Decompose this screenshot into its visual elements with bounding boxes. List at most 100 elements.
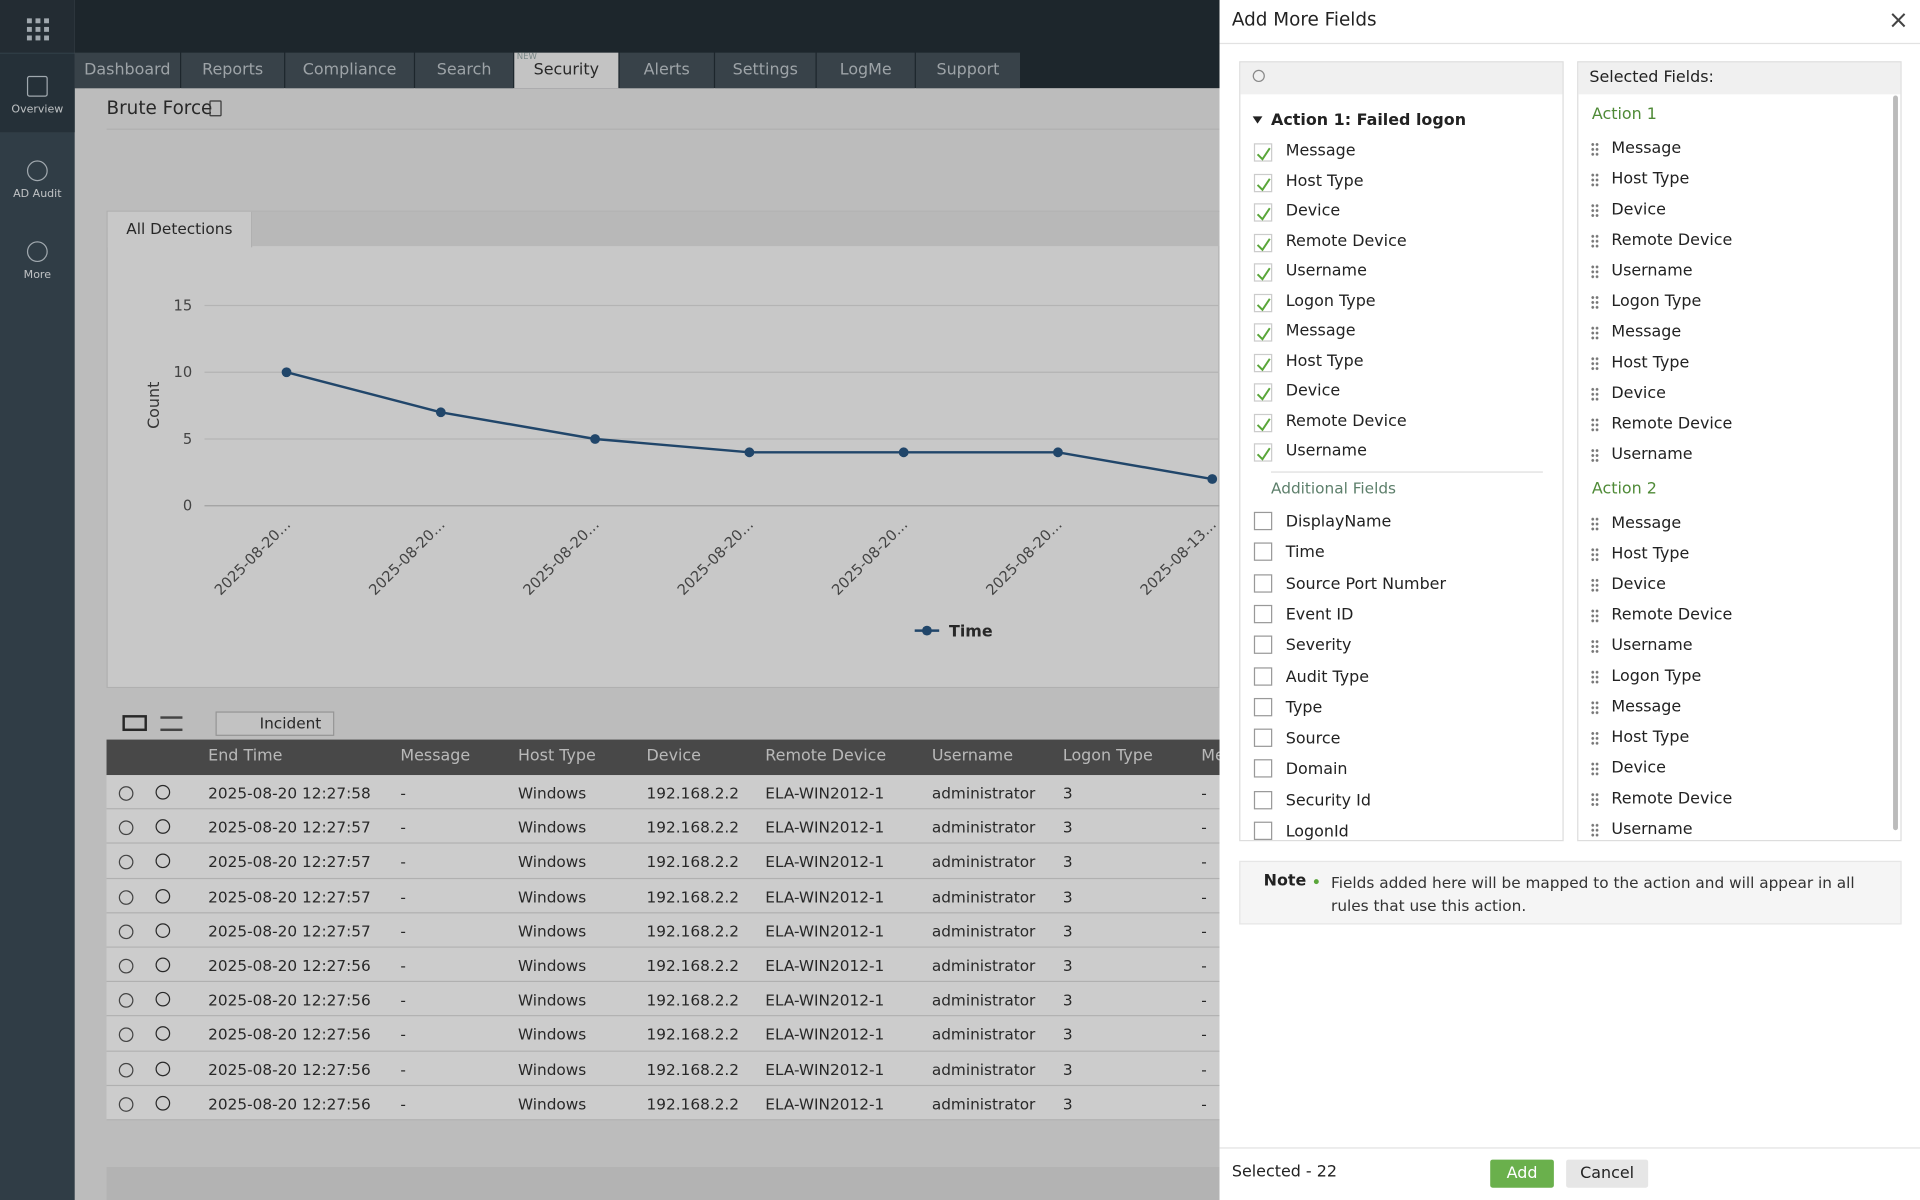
checkbox-checked[interactable]	[1253, 203, 1273, 222]
drag-handle[interactable]	[1590, 700, 1600, 715]
field-label[interactable]: Audit Type	[1285, 667, 1370, 687]
zoom-icon[interactable]	[155, 784, 171, 800]
field-label[interactable]: Security Id	[1285, 791, 1371, 811]
incident-icon[interactable]	[118, 958, 134, 974]
incident-icon[interactable]	[118, 1027, 134, 1043]
drag-handle[interactable]	[1590, 356, 1600, 371]
nav-tab[interactable]: Search	[415, 52, 514, 89]
field-label[interactable]: Host Type	[1285, 172, 1364, 191]
incident-icon[interactable]	[118, 924, 134, 939]
view-tab[interactable]: All Detections	[107, 211, 253, 248]
zoom-icon[interactable]	[155, 1026, 171, 1042]
grid-view-button[interactable]	[122, 715, 147, 732]
field-label[interactable]: Logon Type	[1285, 292, 1376, 311]
zoom-icon[interactable]	[155, 992, 171, 1007]
checkbox[interactable]	[1253, 728, 1273, 748]
drag-handle[interactable]	[1590, 264, 1600, 279]
nav-item[interactable]: AD Audit	[13, 188, 62, 201]
drag-handle[interactable]	[1590, 448, 1600, 463]
field-label[interactable]: Message	[1285, 142, 1356, 161]
apps-menu[interactable]	[0, 0, 75, 53]
drag-handle[interactable]	[1590, 761, 1600, 777]
zoom-icon[interactable]	[155, 1095, 171, 1111]
checkbox[interactable]	[1253, 697, 1273, 717]
field-label[interactable]: Device	[1285, 382, 1341, 401]
drag-handle[interactable]	[1590, 325, 1600, 341]
drag-handle[interactable]	[1590, 516, 1600, 531]
incident-icon[interactable]	[118, 786, 134, 801]
incident-icon[interactable]	[118, 1096, 134, 1112]
drag-handle[interactable]	[1590, 417, 1600, 433]
nav-tab[interactable]: Alerts	[619, 52, 714, 89]
field-label[interactable]: Username	[1285, 262, 1367, 281]
zoom-icon[interactable]	[155, 923, 171, 938]
field-label[interactable]: Domain	[1285, 760, 1348, 780]
field-label[interactable]: Time	[1285, 544, 1325, 563]
checkbox-checked[interactable]	[1253, 143, 1273, 162]
checkbox-checked[interactable]	[1253, 233, 1273, 252]
nav-tab[interactable]: Support	[915, 52, 1021, 89]
drag-handle[interactable]	[1590, 386, 1600, 402]
incident-icon[interactable]	[118, 820, 134, 836]
checkbox[interactable]	[1253, 542, 1273, 562]
drag-handle[interactable]	[1590, 141, 1600, 157]
checkbox-checked[interactable]	[1253, 353, 1273, 372]
drag-handle[interactable]	[1590, 608, 1600, 623]
drag-handle[interactable]	[1590, 669, 1600, 685]
checkbox[interactable]	[1253, 759, 1273, 779]
drag-handle[interactable]	[1590, 730, 1600, 746]
zoom-icon[interactable]	[155, 957, 171, 973]
field-label[interactable]: Host Type	[1285, 352, 1364, 371]
drag-handle[interactable]	[1590, 577, 1600, 593]
incident-label[interactable]: Incident	[259, 713, 322, 733]
field-label[interactable]: Type	[1285, 698, 1323, 718]
checkbox[interactable]	[1253, 511, 1273, 531]
nav-tab[interactable]: Settings	[715, 52, 816, 89]
nav-icon[interactable]	[26, 241, 48, 263]
add-button[interactable]: Add	[1490, 1159, 1554, 1188]
zoom-icon[interactable]	[155, 819, 171, 835]
checkbox[interactable]	[1253, 666, 1273, 686]
field-label[interactable]: Source Port Number	[1285, 575, 1447, 594]
field-label[interactable]: Device	[1285, 202, 1341, 221]
nav-tab[interactable]: Security	[514, 52, 619, 89]
checkbox-checked[interactable]	[1253, 293, 1273, 312]
nav-tab[interactable]: Reports	[181, 52, 285, 89]
checkbox[interactable]	[1253, 604, 1273, 624]
checkbox-checked[interactable]	[1253, 173, 1273, 192]
checkbox-checked[interactable]	[1253, 263, 1273, 282]
drag-handle[interactable]	[1590, 233, 1600, 249]
checkbox-checked[interactable]	[1253, 323, 1273, 342]
list-view-button[interactable]	[160, 716, 183, 732]
zoom-icon[interactable]	[155, 1061, 171, 1076]
nav-item[interactable]: Overview	[11, 104, 64, 117]
cancel-button[interactable]: Cancel	[1566, 1159, 1649, 1188]
nav-tab[interactable]: Dashboard	[74, 52, 181, 89]
drag-handle[interactable]	[1590, 172, 1600, 187]
field-label[interactable]: Source	[1285, 729, 1341, 749]
zoom-icon[interactable]	[155, 853, 171, 869]
field-label[interactable]: Message	[1285, 322, 1356, 341]
field-label[interactable]: Remote Device	[1285, 232, 1407, 251]
checkbox[interactable]	[1253, 573, 1273, 593]
drag-handle[interactable]	[1590, 638, 1600, 654]
field-label[interactable]: Severity	[1285, 636, 1352, 656]
drag-handle[interactable]	[1590, 202, 1600, 218]
close-button[interactable]: ×	[1888, 4, 1909, 35]
field-label[interactable]: Username	[1285, 442, 1367, 461]
incident-icon[interactable]	[118, 993, 134, 1008]
checkbox[interactable]	[1253, 821, 1273, 841]
nav-tab[interactable]: Compliance	[285, 52, 414, 89]
nav-icon[interactable]	[26, 160, 48, 182]
field-label[interactable]: DisplayName	[1285, 513, 1392, 532]
incident-icon[interactable]	[118, 855, 134, 870]
drag-handle[interactable]	[1590, 294, 1600, 310]
incident-icon[interactable]	[118, 1062, 134, 1078]
nav-icon[interactable]	[26, 75, 48, 97]
checkbox[interactable]	[1253, 635, 1273, 655]
nav-tab[interactable]: LogMe	[816, 52, 915, 89]
checkbox[interactable]	[1253, 790, 1273, 810]
field-label[interactable]: Remote Device	[1285, 412, 1407, 431]
drag-handle[interactable]	[1590, 546, 1600, 562]
zoom-icon[interactable]	[155, 888, 171, 904]
